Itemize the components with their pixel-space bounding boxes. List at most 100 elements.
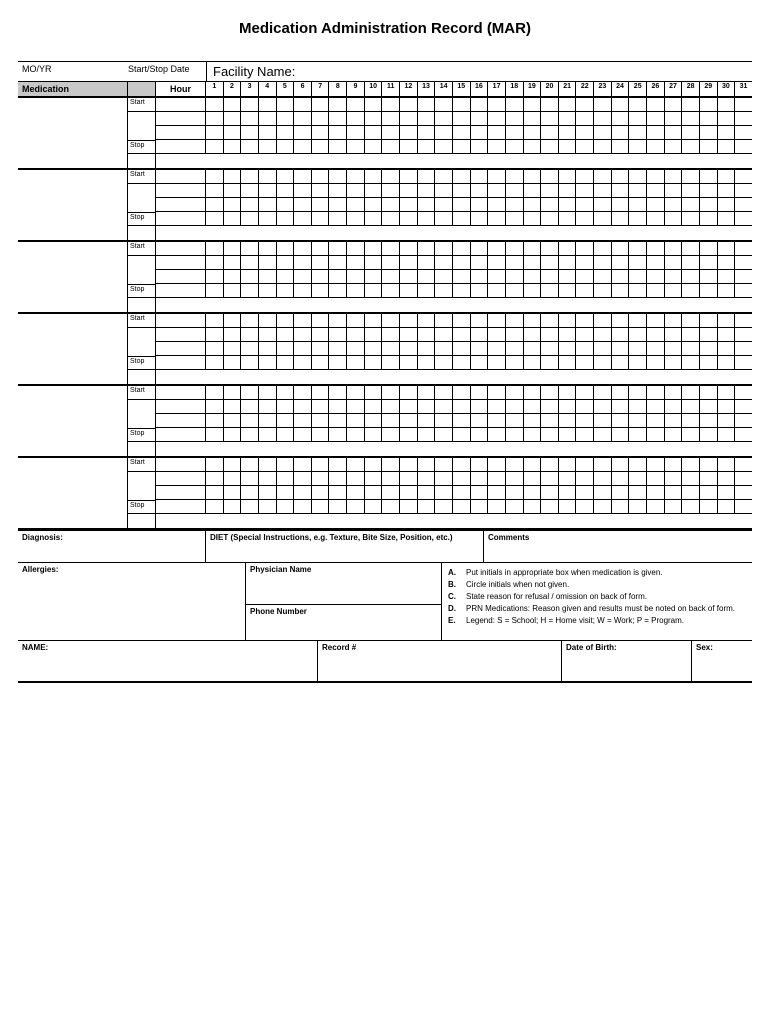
grid-cell[interactable] [594, 342, 612, 356]
grid-cell[interactable] [382, 170, 400, 184]
medication-name-cell[interactable] [18, 154, 128, 168]
grid-cell[interactable] [241, 140, 259, 154]
grid-cell[interactable] [453, 256, 471, 270]
grid-cell[interactable] [629, 314, 647, 328]
grid-cell[interactable] [382, 256, 400, 270]
grid-cell[interactable] [506, 170, 524, 184]
grid-cell[interactable] [259, 342, 277, 356]
grid-cell[interactable] [259, 458, 277, 472]
grid-cell[interactable] [277, 400, 295, 414]
grid-cell[interactable] [488, 472, 506, 486]
grid-cell[interactable] [594, 428, 612, 442]
grid-cell[interactable] [594, 284, 612, 298]
grid-cell[interactable] [612, 284, 630, 298]
grid-cell[interactable] [541, 486, 559, 500]
grid-cell[interactable] [382, 500, 400, 514]
grid-cell[interactable] [471, 242, 489, 256]
grid-cell[interactable] [541, 112, 559, 126]
grid-cell[interactable] [682, 212, 700, 226]
grid-cell[interactable] [329, 328, 347, 342]
grid-cell[interactable] [735, 284, 752, 298]
grid-cell[interactable] [559, 140, 577, 154]
grid-cell[interactable] [718, 472, 736, 486]
grid-cell[interactable] [435, 414, 453, 428]
grid-cell[interactable] [400, 170, 418, 184]
grid-cell[interactable] [629, 284, 647, 298]
grid-cell[interactable] [612, 400, 630, 414]
grid-cell[interactable] [241, 486, 259, 500]
grid-cell[interactable] [700, 212, 718, 226]
grid-cell[interactable] [259, 256, 277, 270]
grid-cell[interactable] [647, 198, 665, 212]
grid-cell[interactable] [435, 198, 453, 212]
grid-cell[interactable] [524, 184, 542, 198]
grid-cell[interactable] [559, 414, 577, 428]
grid-cell[interactable] [647, 342, 665, 356]
grid-cell[interactable] [435, 126, 453, 140]
grid-cell[interactable] [365, 126, 383, 140]
grid-cell[interactable] [541, 356, 559, 370]
grid-cell[interactable] [259, 386, 277, 400]
grid-cell[interactable] [347, 472, 365, 486]
grid-cell[interactable] [453, 242, 471, 256]
grid-cell[interactable] [277, 428, 295, 442]
grid-cell[interactable] [576, 170, 594, 184]
grid-cell[interactable] [541, 212, 559, 226]
grid-cell[interactable] [241, 184, 259, 198]
grid-cell[interactable] [329, 256, 347, 270]
grid-cell[interactable] [418, 140, 436, 154]
grid-cell[interactable] [312, 256, 330, 270]
grid-cell[interactable] [382, 386, 400, 400]
grid-cell[interactable] [665, 198, 683, 212]
grid-cell[interactable] [594, 472, 612, 486]
grid-cell[interactable] [718, 242, 736, 256]
grid-cell[interactable] [347, 256, 365, 270]
grid-cell[interactable] [735, 342, 752, 356]
grid-cell[interactable] [506, 458, 524, 472]
grid-cell[interactable] [206, 428, 224, 442]
grid-cell[interactable] [629, 386, 647, 400]
grid-cell[interactable] [329, 342, 347, 356]
grid-cell[interactable] [488, 198, 506, 212]
grid-cell[interactable] [224, 458, 242, 472]
grid-cell[interactable] [524, 342, 542, 356]
medication-name-cell[interactable] [18, 112, 128, 126]
grid-cell[interactable] [665, 212, 683, 226]
grid-cell[interactable] [365, 284, 383, 298]
grid-cell[interactable] [559, 184, 577, 198]
grid-cell[interactable] [524, 170, 542, 184]
grid-cell[interactable] [735, 314, 752, 328]
grid-cell[interactable] [435, 314, 453, 328]
grid-cell[interactable] [682, 472, 700, 486]
grid-cell[interactable] [735, 140, 752, 154]
grid-cell[interactable] [718, 126, 736, 140]
grid-cell[interactable] [400, 342, 418, 356]
grid-cell[interactable] [594, 198, 612, 212]
grid-cell[interactable] [524, 98, 542, 112]
grid-cell[interactable] [471, 472, 489, 486]
medication-name-cell[interactable] [18, 226, 128, 240]
grid-cell[interactable] [418, 472, 436, 486]
grid-cell[interactable] [418, 242, 436, 256]
grid-cell[interactable] [682, 356, 700, 370]
medication-name-cell[interactable] [18, 140, 128, 154]
grid-cell[interactable] [559, 256, 577, 270]
grid-cell[interactable] [418, 270, 436, 284]
hour-cell[interactable] [156, 442, 206, 456]
grid-cell[interactable] [312, 486, 330, 500]
grid-cell[interactable] [629, 170, 647, 184]
grid-cell[interactable] [400, 314, 418, 328]
grid-cell[interactable] [224, 500, 242, 514]
grid-cell[interactable] [576, 98, 594, 112]
grid-cell[interactable] [400, 284, 418, 298]
grid-cell[interactable] [488, 386, 506, 400]
grid-cell[interactable] [612, 170, 630, 184]
grid-cell[interactable] [224, 428, 242, 442]
grid-cell[interactable] [206, 472, 224, 486]
grid-cell[interactable] [382, 400, 400, 414]
grid-cell[interactable] [365, 184, 383, 198]
grid-cell[interactable] [629, 500, 647, 514]
grid-cell[interactable] [488, 170, 506, 184]
medication-name-cell[interactable] [18, 342, 128, 356]
grid-cell[interactable] [629, 486, 647, 500]
